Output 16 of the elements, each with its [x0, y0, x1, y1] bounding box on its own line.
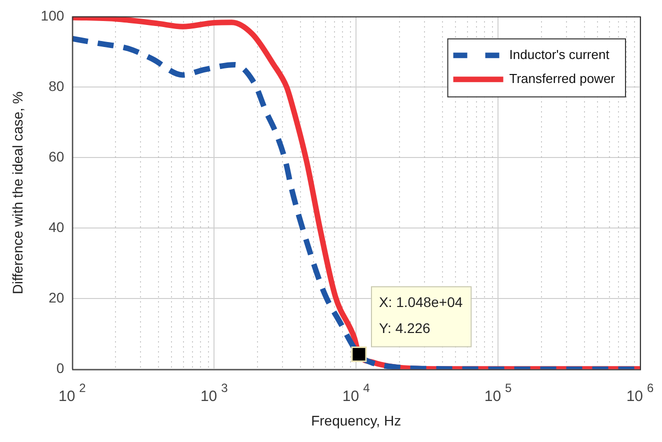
y-tick-label: 60 [48, 148, 64, 164]
x-tick-label: 102 [58, 381, 86, 406]
x-tick-label: 103 [200, 381, 228, 406]
x-tick-label: 105 [484, 381, 512, 406]
y-tick-label: 40 [48, 218, 64, 235]
legend-label: Transferred power [509, 70, 616, 86]
x-tick-label: 106 [626, 381, 654, 406]
y-tick-label: 80 [48, 78, 64, 94]
annotation: X: 1.048e+04 Y: 4.226 [378, 294, 463, 336]
legend-label: Inductor's current [509, 46, 610, 62]
y-tick-label: 100 [40, 7, 64, 24]
y-tick-label: 20 [48, 290, 64, 306]
x-tick-label: 104 [342, 381, 370, 406]
y-axis-title: Difference with the ideal case, % [9, 91, 26, 294]
x-axis-title: Frequency, Hz [311, 412, 402, 428]
y-tick-label: 0 [56, 360, 64, 376]
